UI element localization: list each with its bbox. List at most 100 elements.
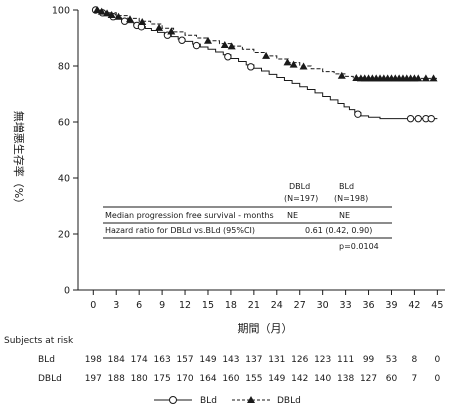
risk-count-dbld: 60	[386, 374, 398, 384]
risk-count-bld: 143	[222, 355, 239, 365]
risk-count-dbld: 149	[268, 374, 285, 384]
x-tick-label: 45	[431, 300, 443, 311]
risk-count-bld: 8	[412, 355, 418, 365]
risk-count-dbld: 0	[434, 374, 440, 384]
censor-marker-dbld	[203, 36, 212, 44]
legend-marker-bld	[169, 396, 177, 404]
risk-count-bld: 111	[337, 355, 354, 365]
censor-marker-dbld	[155, 23, 164, 31]
risk-count-bld: 149	[199, 355, 216, 365]
censor-marker-dbld	[93, 6, 102, 13]
risk-count-dbld: 142	[291, 374, 308, 384]
risk-count-dbld: 164	[199, 374, 216, 384]
x-tick-label: 39	[385, 300, 397, 311]
risk-row-label-dbld: DBLd	[38, 374, 62, 384]
censor-marker-dbld	[414, 74, 423, 82]
x-axis-title: 期間（月）	[238, 322, 293, 335]
y-tick-label: 100	[52, 6, 70, 17]
legend-label-dbld: DBLd	[277, 396, 301, 406]
censor-marker-dbld	[114, 12, 123, 20]
censor-marker-dbld	[227, 42, 236, 50]
censor-marker-bld	[247, 63, 255, 71]
risk-count-dbld: 127	[360, 374, 377, 384]
stats-col-header-bld: BLd	[339, 182, 354, 191]
censor-marker-bld	[224, 53, 232, 61]
legend: BLd DBLd	[154, 396, 301, 406]
risk-count-bld: 157	[176, 355, 193, 365]
censor-marker-bld	[414, 114, 422, 123]
x-tick-label: 3	[113, 300, 119, 311]
y-tick-label: 20	[58, 230, 70, 241]
x-tick-label: 6	[136, 300, 142, 311]
risk-count-dbld: 188	[108, 374, 125, 384]
legend-label-bld: BLd	[200, 396, 217, 406]
x-tick-label: 15	[202, 300, 214, 311]
risk-count-bld: 131	[268, 355, 285, 365]
y-tick-label: 60	[58, 118, 70, 129]
risk-count-bld: 0	[434, 355, 440, 365]
x-tick-label: 0	[90, 300, 96, 311]
censor-marker-dbld	[125, 15, 134, 23]
x-tick-label: 24	[271, 300, 283, 311]
stats-row-hr-label: Hazard ratio for DBLd vs.BLd (95%CI)	[105, 226, 255, 235]
x-tick-label: 33	[340, 300, 352, 311]
y-tick-label: 0	[64, 286, 70, 297]
x-tick-label: 36	[362, 300, 374, 311]
x-tick-label: 30	[317, 300, 329, 311]
risk-count-dbld: 138	[337, 374, 354, 384]
x-tick-label: 18	[225, 300, 237, 311]
censor-marker-bld	[427, 114, 435, 123]
risk-count-bld: 174	[131, 355, 148, 365]
censor-marker-dbld	[262, 51, 271, 59]
y-tick-label: 40	[58, 174, 70, 185]
x-tick-label: 27	[294, 300, 306, 311]
x-tick-label: 42	[408, 300, 420, 311]
risk-count-bld: 99	[363, 355, 375, 365]
risk-count-dbld: 140	[314, 374, 331, 384]
stats-row-hr-value: 0.61 (0.42, 0.90)	[305, 226, 372, 235]
y-tick-label: 80	[58, 62, 70, 73]
censor-marker-bld	[354, 110, 362, 118]
censor-marker-dbld	[220, 41, 229, 48]
censor-marker-dbld	[103, 9, 112, 17]
stats-table: DBLd (N=197) BLd (N=198) Median progress…	[103, 182, 392, 251]
censor-marker-bld	[192, 41, 201, 50]
series-line-dbld	[93, 9, 438, 79]
stats-row-median-label: Median progression free survival - month…	[105, 211, 274, 220]
censor-marker-dbld	[299, 62, 308, 70]
risk-count-dbld: 175	[154, 374, 171, 384]
stats-col-header-bld-n: (N=198)	[334, 194, 368, 203]
x-tick-label: 12	[179, 300, 191, 311]
risk-count-bld: 198	[85, 355, 102, 365]
risk-count-bld: 184	[108, 355, 125, 365]
risk-count-dbld: 197	[85, 374, 102, 384]
censor-marker-dbld	[97, 7, 106, 15]
risk-count-bld: 126	[291, 355, 308, 365]
stats-col-header-dbld: DBLd	[289, 182, 310, 191]
censor-marker-dbld	[107, 11, 116, 19]
censor-marker-dbld	[167, 27, 176, 35]
censor-marker-dbld	[429, 74, 438, 82]
risk-table-title: Subjects at risk	[4, 336, 74, 346]
legend-marker-dbld	[247, 396, 255, 403]
risk-count-dbld: 170	[176, 374, 193, 384]
censor-marker-bld	[178, 36, 186, 44]
censor-marker-dbld	[337, 71, 346, 79]
risk-count-dbld: 155	[245, 374, 262, 384]
x-tick-label: 9	[159, 300, 165, 311]
stats-p-value: p=0.0104	[339, 242, 379, 251]
censor-marker-dbld	[289, 60, 298, 68]
censor-marker-dbld	[421, 74, 430, 82]
stats-col-header-dbld-n: (N=197)	[284, 194, 318, 203]
censor-marker-dbld	[138, 18, 147, 26]
x-tick-label: 21	[248, 300, 260, 311]
stats-row-median-dbld: NE	[287, 211, 298, 220]
censor-marker-bld	[406, 114, 415, 123]
risk-count-dbld: 180	[131, 374, 148, 384]
censor-marker-dbld	[283, 58, 292, 66]
risk-count-bld: 163	[154, 355, 171, 365]
y-axis-title: 無増悪生存率（%）	[12, 111, 26, 209]
risk-count-bld: 123	[314, 355, 331, 365]
risk-count-bld: 53	[386, 355, 397, 365]
